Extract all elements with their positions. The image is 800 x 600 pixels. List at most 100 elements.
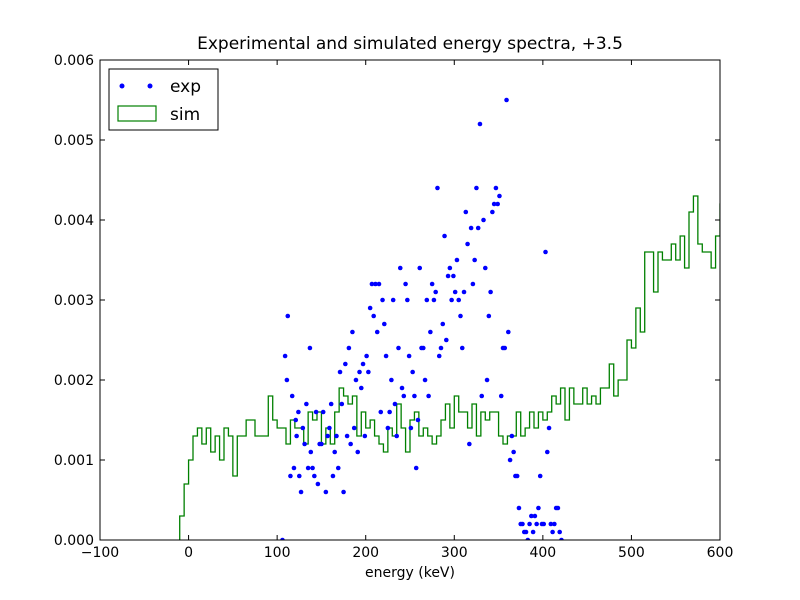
exp-point bbox=[497, 193, 502, 199]
x-axis: −100 0 100 200 300 400 500 600 bbox=[81, 60, 733, 561]
exp-point bbox=[470, 281, 476, 287]
exp-point bbox=[310, 465, 315, 471]
exp-point bbox=[380, 297, 385, 303]
exp-point bbox=[312, 473, 317, 479]
exp-point bbox=[456, 297, 462, 303]
exp-point bbox=[350, 329, 355, 335]
exp-point bbox=[387, 409, 392, 415]
exp-point bbox=[412, 393, 417, 399]
exp-point bbox=[459, 345, 465, 351]
chart-title: Experimental and simulated energy spectr… bbox=[197, 34, 623, 54]
exp-point bbox=[302, 441, 307, 447]
exp-point bbox=[323, 489, 329, 495]
exp-point bbox=[468, 225, 474, 231]
exp-point bbox=[454, 257, 460, 263]
exp-point bbox=[438, 345, 444, 351]
exp-point bbox=[472, 257, 477, 263]
exp-point bbox=[537, 473, 543, 479]
exp-point bbox=[422, 377, 428, 383]
exp-point bbox=[337, 369, 343, 375]
exp-point bbox=[475, 225, 481, 231]
exp-point bbox=[429, 281, 435, 287]
exp-point bbox=[348, 441, 353, 447]
exp-point bbox=[420, 345, 426, 351]
exp-point bbox=[307, 345, 313, 351]
exp-point bbox=[498, 393, 504, 399]
exp-point bbox=[550, 529, 555, 535]
y-tick-label: 0.006 bbox=[54, 53, 94, 69]
exp-point bbox=[548, 521, 554, 527]
exp-point bbox=[523, 529, 529, 535]
exp-point bbox=[490, 209, 495, 215]
exp-point bbox=[451, 273, 456, 279]
exp-point bbox=[410, 369, 415, 375]
legend-exp-label: exp bbox=[170, 77, 201, 97]
exp-point bbox=[341, 489, 346, 495]
exp-point bbox=[298, 489, 304, 495]
exp-point bbox=[344, 433, 350, 439]
exp-point bbox=[353, 377, 359, 383]
exp-point bbox=[546, 425, 552, 431]
exp-point bbox=[367, 305, 373, 311]
exp-point bbox=[362, 433, 368, 439]
exp-point bbox=[477, 121, 483, 127]
y-tick-label: 0.003 bbox=[54, 293, 94, 309]
x-tick-label: 200 bbox=[352, 545, 379, 561]
exp-point bbox=[486, 313, 492, 319]
exp-point bbox=[403, 281, 408, 287]
exp-point bbox=[343, 361, 348, 367]
exp-point bbox=[415, 417, 421, 423]
exp-point bbox=[408, 425, 414, 431]
sim-step-line bbox=[179, 195, 720, 540]
exp-point bbox=[376, 281, 382, 287]
exp-point bbox=[397, 265, 403, 271]
exp-point bbox=[285, 313, 291, 319]
exp-points bbox=[280, 97, 564, 540]
exp-point bbox=[284, 377, 290, 383]
exp-point bbox=[294, 433, 299, 439]
exp-point bbox=[371, 313, 376, 319]
exp-point bbox=[444, 337, 449, 343]
exp-point bbox=[366, 369, 371, 375]
exp-point bbox=[305, 465, 311, 471]
exp-point bbox=[555, 505, 561, 511]
exp-point bbox=[405, 297, 410, 303]
exp-point bbox=[529, 513, 534, 519]
exp-point bbox=[382, 321, 387, 327]
exp-point bbox=[327, 425, 332, 431]
exp-point bbox=[358, 385, 364, 391]
exp-point bbox=[300, 425, 306, 431]
exp-point bbox=[482, 265, 488, 271]
exp-point bbox=[424, 297, 430, 303]
exp-point bbox=[288, 473, 293, 479]
x-tick-label: 0 bbox=[184, 545, 193, 561]
exp-point bbox=[296, 409, 301, 415]
plot-background bbox=[100, 60, 720, 540]
exp-point bbox=[385, 425, 391, 431]
y-tick-label: 0.001 bbox=[54, 453, 94, 469]
exp-point bbox=[335, 465, 341, 471]
exp-point bbox=[360, 361, 366, 367]
y-tick-label: 0.005 bbox=[54, 133, 94, 149]
exp-point bbox=[541, 521, 547, 527]
exp-point bbox=[401, 393, 407, 399]
exp-point bbox=[530, 529, 536, 535]
exp-point bbox=[552, 521, 557, 527]
exp-point bbox=[520, 521, 525, 527]
legend-box bbox=[108, 68, 219, 131]
exp-point bbox=[514, 473, 520, 479]
legend-sim-label: sim bbox=[170, 105, 200, 125]
exp-point bbox=[435, 185, 440, 191]
x-tick-label: 500 bbox=[618, 545, 645, 561]
y-tick-label: 0.002 bbox=[54, 373, 94, 389]
exp-point bbox=[417, 265, 423, 271]
x-tick-label: 300 bbox=[441, 545, 468, 561]
x-tick-label: −100 bbox=[81, 545, 119, 561]
exp-point bbox=[458, 313, 463, 319]
exp-point bbox=[325, 433, 330, 439]
exp-point bbox=[291, 465, 297, 471]
exp-point bbox=[293, 417, 299, 423]
exp-point bbox=[320, 409, 326, 415]
legend-exp-marker-2 bbox=[147, 83, 153, 89]
